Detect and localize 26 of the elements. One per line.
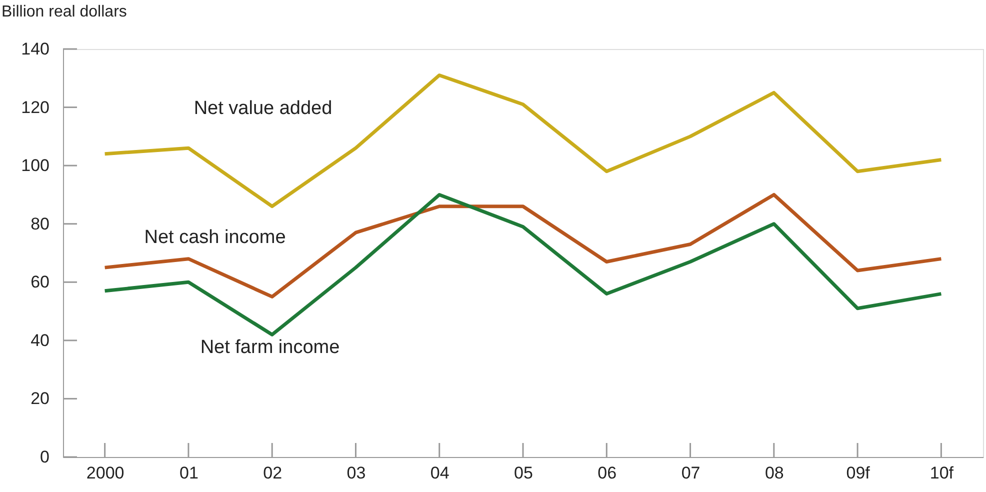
y-tick-label: 80: [30, 214, 50, 234]
x-tick-label: 10f: [930, 464, 954, 482]
x-tick-label: 08: [764, 464, 784, 482]
x-tick-label: 05: [514, 464, 533, 482]
x-tick-label: 09f: [846, 464, 870, 482]
y-tick-label: 100: [21, 156, 50, 176]
line-series: [103, 192, 943, 336]
line-series: [103, 73, 943, 208]
y-tick-label: 60: [30, 272, 50, 292]
x-tick-label: 01: [179, 464, 198, 482]
x-tick-label: 07: [681, 464, 700, 482]
y-tick-label: 140: [21, 40, 50, 58]
y-tick-label: 0: [40, 448, 50, 466]
x-tick-label: 03: [346, 464, 366, 482]
y-tick-label: 40: [30, 330, 50, 350]
y-axis-title: Billion real dollars: [2, 4, 127, 20]
y-tick-label: 120: [21, 98, 50, 117]
x-tick-label: 04: [430, 464, 450, 482]
line-series: [103, 192, 943, 298]
series-label: Net farm income: [200, 337, 340, 358]
series-label: Net value added: [194, 98, 332, 119]
series-label: Net cash income: [144, 227, 286, 248]
y-tick-label: 20: [30, 389, 50, 408]
x-tick-label: 06: [598, 464, 617, 482]
x-tick-label: 02: [263, 464, 282, 482]
x-tick-label: 2000: [86, 464, 124, 482]
